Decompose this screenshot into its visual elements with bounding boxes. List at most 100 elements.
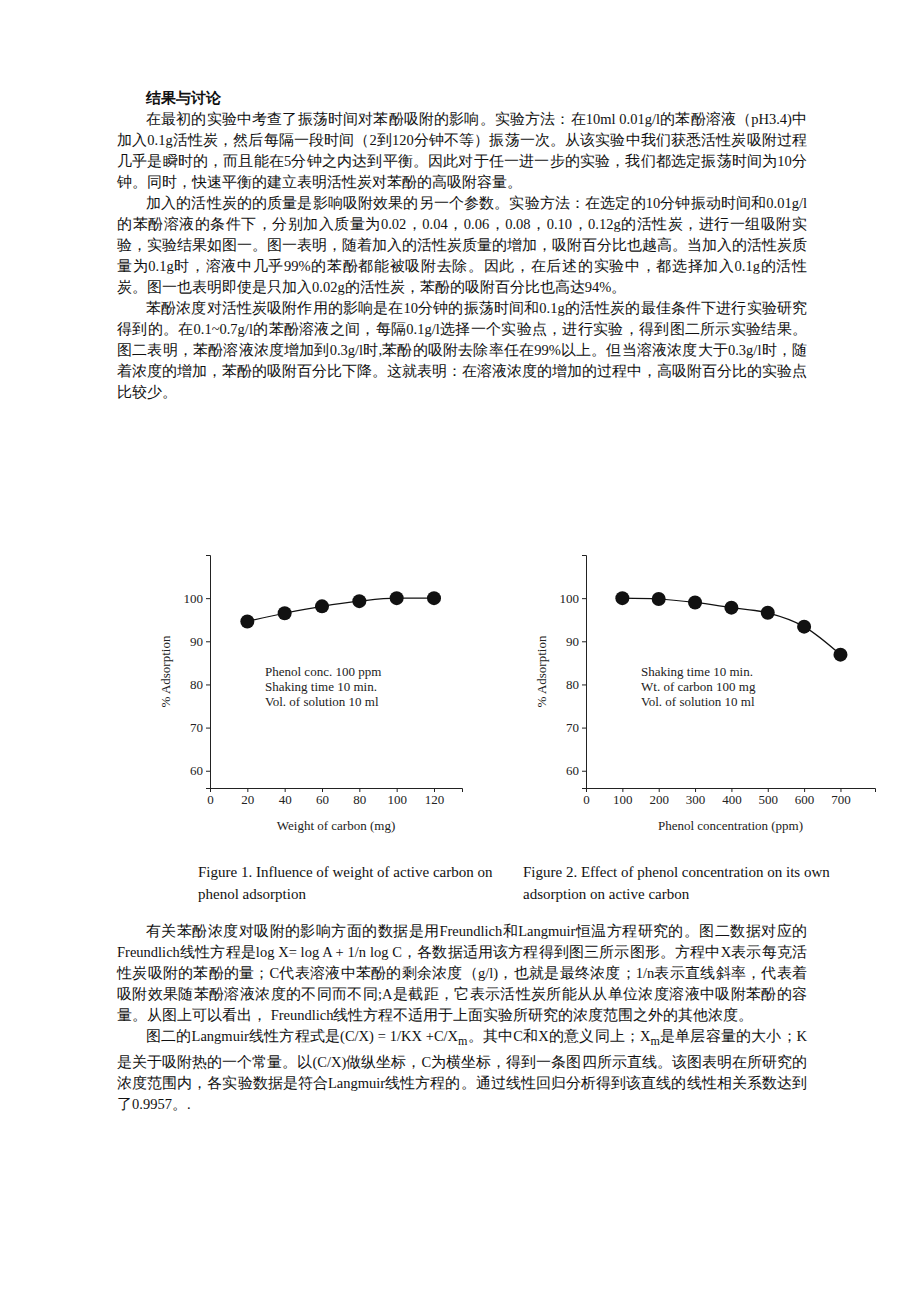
text-run: 。其中C和X的意义同上；X: [468, 1028, 651, 1044]
heading: 结果与讨论: [146, 88, 807, 109]
tick-label: 100: [560, 591, 580, 606]
plot-area: [615, 591, 847, 662]
tick-label: 300: [686, 792, 706, 807]
x-axis-title: Phenol concentration (ppm): [658, 818, 803, 833]
subscript: m: [458, 1034, 467, 1048]
data-line: [622, 598, 840, 655]
data-point: [390, 591, 404, 605]
tick-label: 70: [566, 720, 579, 735]
data-point: [427, 591, 441, 605]
tick: 70: [566, 720, 586, 735]
tick: 100: [387, 788, 407, 807]
tick: 100: [184, 591, 211, 606]
tick: 500: [759, 788, 779, 807]
data-point: [278, 606, 292, 620]
tick-mark: [582, 684, 586, 685]
tick-label: 600: [795, 792, 815, 807]
data-line: [247, 598, 434, 621]
data-point: [315, 599, 329, 613]
chart: 010020030040050060070060708090100Phenol …: [520, 540, 890, 840]
tick-mark: [582, 641, 586, 642]
tick-mark: [206, 641, 210, 642]
data-point: [797, 620, 811, 634]
tick-label: 90: [566, 634, 579, 649]
y-axis-title: % Adsorption: [534, 635, 549, 707]
data-point: [615, 591, 629, 605]
tick: 600: [795, 788, 815, 807]
y-axis: 60 70 80 90 100: [560, 556, 587, 789]
paragraph: 在最初的实验中考查了振荡时间对苯酚吸附的影响。实验方法：在10ml 0.01g/…: [117, 109, 807, 193]
x-axis: 020406080100120: [207, 788, 462, 807]
text-run: 加入的活性炭的的质量是影响吸附效果的另一个参数。实验方法：在选定的10分钟振动时…: [117, 195, 807, 295]
text-run: 苯酚浓度对活性炭吸附作用的影响是在10分钟的振荡时间和0.1g的活性炭的最佳条件…: [117, 300, 807, 400]
tick-label: 100: [184, 591, 204, 606]
axis-line: [582, 556, 587, 789]
annotation-line: Shaking time 10 min.: [265, 679, 377, 694]
text-run: 有关苯酚浓度对吸附的影响方面的数据是用Freundlich和Langmuir恒温…: [117, 923, 807, 1023]
tick: 100: [560, 591, 587, 606]
annotation-line: Phenol conc. 100 ppm: [265, 664, 381, 679]
figure-caption: Figure 1. Influence of weight of active …: [198, 861, 508, 905]
text-block: 结果与讨论在最初的实验中考查了振荡时间对苯酚吸附的影响。实验方法：在10ml 0…: [117, 88, 807, 403]
y-axis-title: % Adsorption: [158, 635, 173, 707]
tick: 120: [425, 788, 445, 807]
annotation-line: Wt. of carbon 100 mg: [641, 679, 756, 694]
tick: 200: [649, 788, 669, 807]
tick-label: 20: [241, 792, 254, 807]
tick-mark: [206, 598, 210, 599]
plot-area: [240, 591, 441, 628]
tick: 300: [686, 788, 706, 807]
data-point: [688, 595, 702, 609]
x-axis: 0100200300400500600700: [583, 788, 875, 807]
text-block: 有关苯酚浓度对吸附的影响方面的数据是用Freundlich和Langmuir恒温…: [117, 921, 807, 1115]
text-run: 图二的Langmuir线性方程式是(C/X) = 1/KX +C/X: [146, 1028, 458, 1044]
tick-label: 60: [316, 792, 329, 807]
tick-label: 80: [353, 792, 366, 807]
tick-mark: [582, 771, 586, 772]
tick: 0: [583, 788, 590, 807]
paragraph: 图二的Langmuir线性方程式是(C/X) = 1/KX +C/Xm。其中C和…: [117, 1026, 807, 1115]
tick: 60: [566, 763, 586, 778]
tick: 90: [566, 634, 586, 649]
tick: 70: [190, 720, 210, 735]
tick: 80: [566, 677, 586, 692]
tick-label: 60: [566, 763, 579, 778]
tick-label: 80: [566, 677, 579, 692]
tick: 90: [190, 634, 210, 649]
tick-label: 100: [613, 792, 633, 807]
annotation: Shaking time 10 min.Wt. of carbon 100 mg…: [641, 664, 756, 709]
tick-label: 0: [583, 792, 590, 807]
tick-mark: [206, 771, 210, 772]
tick-mark: [582, 728, 586, 729]
tick: 40: [279, 788, 292, 807]
data-point: [724, 601, 738, 615]
tick-label: 100: [387, 792, 407, 807]
data-point: [352, 594, 366, 608]
data-point: [761, 606, 775, 620]
tick-label: 700: [831, 792, 851, 807]
tick: 80: [353, 788, 366, 807]
annotation: Phenol conc. 100 ppmShaking time 10 min.…: [265, 664, 381, 709]
annotation-line: Vol. of solution 10 ml: [641, 694, 755, 709]
tick-label: 40: [279, 792, 292, 807]
tick: 60: [316, 788, 329, 807]
tick: 700: [831, 788, 851, 807]
y-axis: 60708090100: [184, 556, 211, 789]
tick: 20: [241, 788, 254, 807]
chart: 02040608010012060708090100Weight of carb…: [150, 540, 490, 840]
tick: 80: [190, 677, 210, 692]
tick-mark: [582, 598, 586, 599]
figure-caption: Figure 2. Effect of phenol concentration…: [523, 861, 883, 905]
tick-mark: [206, 728, 210, 729]
axis-line: [206, 556, 211, 789]
tick: 100: [613, 788, 633, 807]
tick-label: 80: [190, 677, 203, 692]
data-point: [833, 648, 847, 662]
text-run: 在最初的实验中考查了振荡时间对苯酚吸附的影响。实验方法：在10ml 0.01g/…: [117, 111, 807, 190]
data-point: [652, 592, 666, 606]
tick-label: 500: [759, 792, 779, 807]
paragraph: 加入的活性炭的的质量是影响吸附效果的另一个参数。实验方法：在选定的10分钟振动时…: [117, 193, 807, 298]
data-point: [240, 614, 254, 628]
tick-label: 70: [190, 720, 203, 735]
tick-mark: [206, 684, 210, 685]
